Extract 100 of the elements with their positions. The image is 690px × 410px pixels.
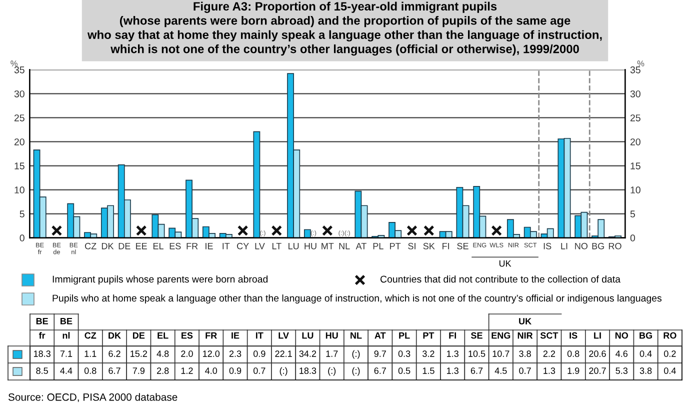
x-tick-label: MT	[322, 242, 334, 250]
data-label: 18.3	[34, 350, 50, 357]
data-label: 20.6	[589, 350, 606, 357]
x-tick-label: LV	[255, 242, 265, 250]
x-tick-label: LU	[302, 332, 314, 339]
data-label: 6.7	[108, 368, 120, 374]
x-tick-label: DE	[118, 242, 130, 250]
data-label: 0.8	[84, 368, 96, 374]
data-label: 12.0	[203, 350, 220, 357]
x-tick-label: FI	[442, 242, 449, 250]
y-tick-label: 10	[14, 186, 24, 194]
y2-tick-label: 25	[630, 114, 640, 122]
y2-axis-title: %	[637, 60, 644, 66]
x-tick-label: HU	[304, 242, 316, 250]
y2-tick-label: 30	[630, 90, 640, 98]
data-label: 7.9	[132, 368, 145, 374]
legend-label: Pupils who at home speak a language other than the language of instruction, which is not one of the country’s official or indigenous languages	[52, 294, 662, 304]
data-label: 3.2	[422, 350, 434, 357]
x-tick-label: DE	[133, 332, 145, 339]
x-tick-label: BE nl	[60, 318, 72, 339]
text: UK	[519, 318, 532, 324]
x-tick-label: FI	[449, 332, 456, 339]
x-tick-label: FR	[186, 242, 198, 250]
data-label: 4.4	[60, 368, 72, 374]
data-label: 0.5	[398, 368, 410, 374]
y2-tick-label: 35	[630, 66, 640, 74]
x-tick-label: DK	[102, 242, 114, 250]
x-tick-label: ES	[170, 242, 181, 250]
data-label: 10.7	[492, 350, 510, 357]
x-tick-label: BG	[592, 242, 604, 250]
x-tick-label: CZ	[84, 332, 96, 339]
x-tick-label: IE	[206, 242, 213, 250]
data-label: 1.9	[568, 368, 580, 374]
data-label: 0.3	[398, 350, 410, 357]
data-label: 3.8	[519, 350, 531, 357]
source-note: Source: OECD, PISA 2000 database	[8, 393, 178, 402]
data-label: 1.5	[422, 368, 434, 374]
y-axis-title: %	[10, 60, 18, 66]
x-tick-label: AT	[356, 242, 366, 250]
data-label: 0.8	[567, 350, 580, 357]
y2-tick-label: 5	[630, 210, 635, 218]
x-tick-label: LV	[278, 332, 289, 339]
data-label: 2.0	[181, 350, 193, 357]
x-tick-label: HU	[326, 332, 338, 339]
x-tick-label: LI	[561, 242, 568, 250]
chart-title: Figure A3: Proportion of 15-year-old immigrant pupils (whose parents were born abroad) and the proportion of pupils of the same age who say that at home they mainly speak a language other than the language of instruction, which is not one of the country’s other languages (official or otherwise), 1999/2000	[87, 2, 602, 56]
data-label: 0.2	[664, 350, 676, 357]
x-tick-label: AT	[374, 332, 386, 339]
x-tick-label: CZ	[85, 242, 96, 250]
data-label: 22.1	[275, 350, 292, 357]
x-tick-label: ES	[182, 332, 193, 339]
data-label: 34.2	[299, 350, 316, 357]
x-tick-label: LT	[272, 242, 282, 250]
data-label: 1.3	[544, 368, 556, 374]
data-label: 0.4	[664, 368, 676, 374]
data-label: 3.8	[640, 368, 652, 374]
y-tick-label: 25	[14, 114, 24, 122]
y2-tick-label: 0	[630, 234, 636, 242]
y-tick-label: 20	[14, 138, 24, 146]
data-label: 18.3	[300, 368, 316, 374]
x-tick-label: EE	[136, 242, 147, 250]
y-tick-label: 35	[14, 66, 24, 74]
x-tick-label: PL	[373, 242, 384, 250]
x-tick-label: IS	[570, 332, 578, 339]
data-label: 5.3	[616, 368, 628, 374]
data-label: 0.7	[519, 368, 531, 374]
text: (:)	[352, 350, 360, 359]
data-label: 2.8	[156, 368, 169, 374]
x-tick-label: EL	[153, 242, 164, 250]
x-tick-label: DK	[108, 332, 121, 339]
data-label: 4.8	[156, 350, 169, 357]
data-label: 1.7	[326, 350, 338, 357]
y-tick-label: 30	[14, 90, 24, 98]
y2-tick-label: 15	[630, 162, 640, 170]
data-label: 4.0	[205, 368, 218, 374]
x-tick-label: SCT	[540, 332, 558, 339]
x-tick-label: ENG	[492, 332, 510, 339]
data-label: 0.7	[253, 368, 266, 374]
data-label: 20.7	[589, 368, 606, 374]
y-tick-label: 5	[20, 210, 24, 218]
data-label: 6.7	[374, 368, 386, 374]
x-tick-label: SE	[470, 332, 482, 339]
x-tick-label: CY	[237, 242, 249, 250]
x-tick-label: NL	[339, 242, 350, 250]
data-label: 2.3	[229, 350, 242, 357]
x-tick-label: PL	[399, 332, 410, 339]
y2-tick-label: 20	[630, 138, 640, 146]
x-tick-label: NO	[615, 332, 628, 339]
x-tick-label: SE	[457, 242, 468, 250]
x-tick-label: FR	[206, 332, 217, 339]
data-label: 1.3	[447, 350, 458, 357]
data-label: 8.5	[36, 368, 48, 374]
x-tick-label: SK	[423, 242, 435, 250]
data-label: 1.3	[447, 368, 458, 374]
y-tick-label: 15	[14, 162, 24, 170]
text: (:)	[328, 367, 336, 376]
text: (:)	[352, 367, 360, 376]
x-tick-label: RO	[608, 242, 622, 250]
text: (:)	[280, 367, 288, 376]
x-tick-label: NL	[350, 332, 362, 339]
